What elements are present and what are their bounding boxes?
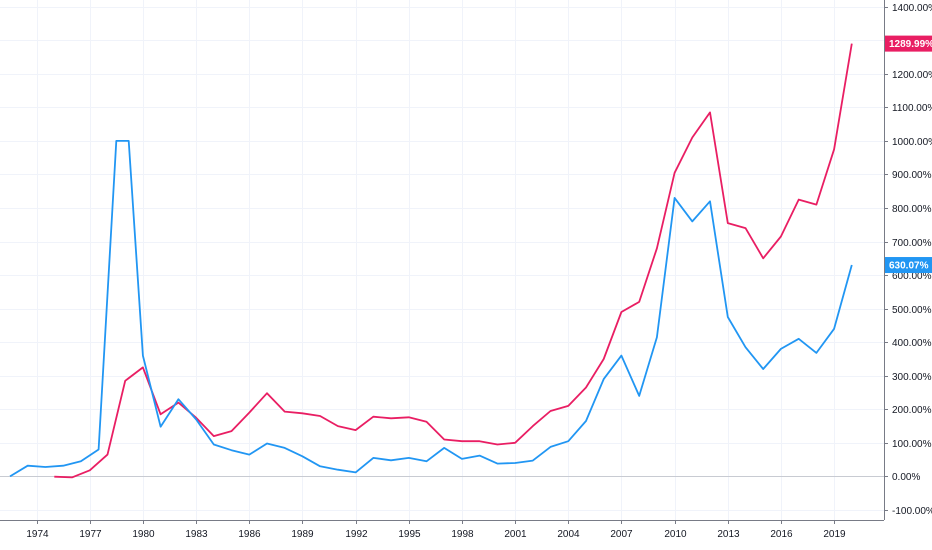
- x-tick-label: 1983: [185, 529, 208, 540]
- y-tick-label: 400.00%: [892, 338, 932, 349]
- last-value-tag-text: 630.07%: [889, 261, 929, 272]
- series-line-2: [9, 139, 853, 478]
- y-tick-label: 100.00%: [892, 439, 932, 450]
- x-tick-label: 2013: [717, 529, 740, 540]
- last-value-tag-text: 1289.99%: [889, 39, 932, 50]
- x-tick-label: 2004: [557, 529, 580, 540]
- x-tick-label: 1980: [132, 529, 155, 540]
- last-value-tag-bg: [885, 35, 932, 52]
- x-tick-label: 1986: [238, 529, 261, 540]
- time-axis-labels: 1974 1977 1980 1983 1986 1989 1992 1995 1998 2001…: [26, 520, 846, 540]
- last-value-tag-2: 630.07%: [885, 257, 932, 274]
- last-value-tag-1: 1289.99%: [885, 35, 932, 52]
- x-tick-label: 1989: [291, 529, 314, 540]
- y-tick-label: -100.00%: [892, 506, 932, 517]
- y-tick-label: 1000.00%: [892, 137, 932, 148]
- x-tick-label: 2010: [664, 529, 687, 540]
- y-tick-label: 1200.00%: [892, 70, 932, 81]
- x-tick-label: 2007: [610, 529, 633, 540]
- y-tick-label: 0.00%: [892, 472, 920, 483]
- price-axis-labels: -100.00% 0.00% 100.00% 200.00% 300.00% 400.00…: [884, 3, 932, 517]
- y-tick-label: 600.00%: [892, 271, 932, 282]
- x-tick-label: 2016: [770, 529, 793, 540]
- y-tick-label: 500.00%: [892, 305, 932, 316]
- x-tick-label: 2001: [504, 529, 527, 540]
- last-value-tag-bg: [885, 257, 932, 274]
- x-tick-label: 1974: [26, 529, 49, 540]
- y-tick-label: 900.00%: [892, 170, 932, 181]
- x-tick-label: 1977: [79, 529, 102, 540]
- horizontal-grid: [0, 7, 884, 511]
- y-tick-label: 700.00%: [892, 238, 932, 249]
- y-tick-label: 300.00%: [892, 372, 932, 383]
- vertical-grid: [37, 0, 835, 520]
- last-value-tags: 1289.99% 630.07%: [885, 35, 932, 274]
- y-tick-label: 1400.00%: [892, 3, 932, 14]
- x-tick-label: 1992: [345, 529, 368, 540]
- x-tick-label: 1995: [398, 529, 421, 540]
- series-layer: [9, 43, 853, 479]
- y-tick-label: 800.00%: [892, 204, 932, 215]
- x-tick-label: 2019: [823, 529, 846, 540]
- y-tick-label: 1100.00%: [892, 103, 932, 114]
- y-tick-label: 200.00%: [892, 405, 932, 416]
- x-tick-label: 1998: [451, 529, 474, 540]
